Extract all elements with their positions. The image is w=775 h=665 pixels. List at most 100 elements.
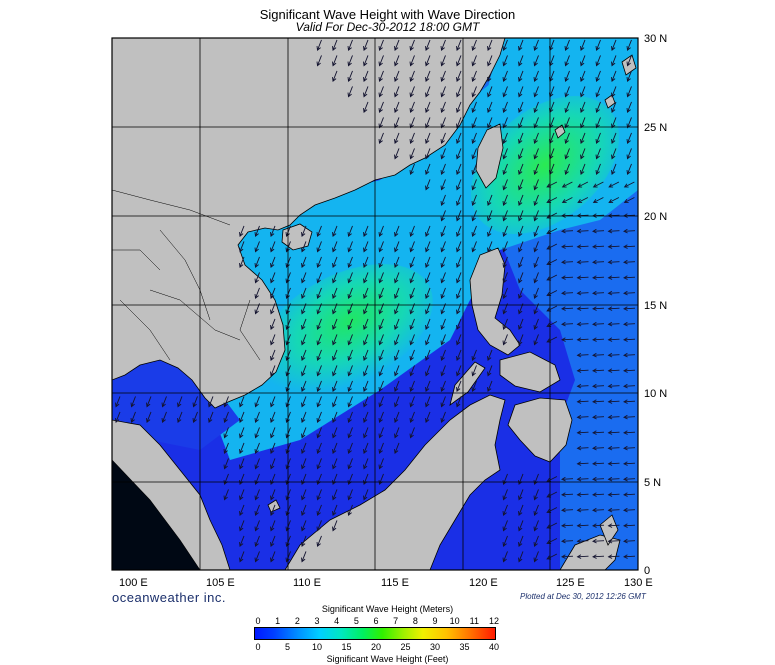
wave-arrow bbox=[270, 458, 276, 470]
wave-arrow bbox=[254, 535, 260, 547]
wave-arrow bbox=[347, 458, 353, 470]
wave-arrow bbox=[316, 427, 322, 439]
wave-arrow bbox=[363, 39, 369, 51]
lon-label-125: 125 E bbox=[556, 577, 585, 589]
wave-arrow bbox=[456, 179, 462, 191]
wave-arrow bbox=[518, 210, 524, 222]
wave-arrow bbox=[223, 442, 229, 454]
wave-arrow bbox=[332, 318, 338, 330]
wave-arrow bbox=[285, 489, 291, 501]
wave-arrow bbox=[363, 458, 369, 470]
legend-tick: 4 bbox=[334, 616, 340, 626]
wave-arrow bbox=[626, 70, 632, 82]
wave-arrow bbox=[347, 272, 353, 284]
wave-arrow bbox=[607, 321, 620, 327]
wave-arrow bbox=[502, 318, 508, 330]
wave-arrow bbox=[239, 442, 245, 454]
wave-arrow bbox=[254, 272, 260, 284]
wave-arrow bbox=[394, 86, 400, 98]
wave-arrow bbox=[592, 197, 604, 204]
wave-arrow bbox=[378, 55, 384, 67]
wave-arrow bbox=[378, 101, 384, 113]
wave-arrow bbox=[502, 55, 508, 67]
wave-arrow bbox=[607, 337, 620, 342]
wave-arrow bbox=[363, 349, 369, 361]
wave-arrow bbox=[576, 414, 589, 420]
wave-arrow bbox=[440, 55, 446, 67]
wave-arrow bbox=[347, 365, 353, 377]
wave-arrow bbox=[607, 306, 620, 311]
wave-arrow bbox=[518, 318, 524, 330]
wave-arrow bbox=[533, 489, 539, 501]
wave-arrow bbox=[487, 194, 493, 206]
wave-arrow bbox=[533, 551, 539, 563]
wave-arrow bbox=[378, 411, 384, 423]
wave-arrow bbox=[576, 228, 589, 234]
wave-arrow bbox=[363, 272, 369, 284]
wave-arrow bbox=[363, 256, 369, 268]
wave-arrow bbox=[378, 396, 384, 408]
legend-tick: 5 bbox=[284, 642, 291, 652]
wave-arrow bbox=[332, 39, 338, 51]
land-masses bbox=[112, 38, 637, 570]
wave-arrow bbox=[440, 194, 446, 206]
wave-arrow bbox=[611, 55, 617, 67]
chart-title: Significant Wave Height with Wave Direct… bbox=[259, 7, 516, 22]
wave-arrow bbox=[576, 290, 589, 296]
wave-arrow bbox=[592, 383, 605, 389]
wave-arrow bbox=[576, 430, 589, 435]
wave-arrow bbox=[533, 210, 539, 222]
legend-tick: 8 bbox=[412, 616, 418, 626]
wave-arrow bbox=[301, 442, 307, 454]
wave-arrow bbox=[316, 520, 322, 532]
wave-arrow bbox=[456, 117, 462, 129]
wave-arrow bbox=[561, 290, 574, 296]
wave-arrow bbox=[254, 256, 260, 268]
wave-arrow bbox=[607, 523, 620, 528]
lon-label-105: 105 E bbox=[206, 577, 235, 589]
wave-arrow bbox=[409, 70, 415, 82]
wave-arrow bbox=[425, 396, 431, 408]
wave-arrow bbox=[285, 396, 291, 408]
wave-arrow bbox=[487, 225, 493, 237]
wave-arrow bbox=[577, 181, 589, 188]
wave-arrow bbox=[394, 132, 400, 144]
legend-tick: 9 bbox=[432, 616, 438, 626]
lat-label-25: 25 N bbox=[644, 122, 667, 134]
wave-arrow bbox=[254, 241, 260, 253]
wave-arrow bbox=[301, 241, 307, 253]
lon-label-120: 120 E bbox=[469, 577, 498, 589]
wave-arrow bbox=[576, 461, 589, 466]
wave-arrow bbox=[440, 179, 446, 191]
wave-arrow bbox=[561, 476, 574, 482]
wave-arrow bbox=[592, 306, 605, 311]
wave-arrow bbox=[595, 132, 601, 144]
wave-arrow bbox=[192, 396, 198, 408]
wave-arrow bbox=[394, 349, 400, 361]
map-area bbox=[112, 38, 638, 570]
wave-arrow bbox=[592, 321, 605, 327]
wave-arrow bbox=[592, 430, 605, 435]
wave-arrow bbox=[316, 535, 322, 547]
wave-arrow bbox=[440, 132, 446, 144]
wave-arrow bbox=[316, 458, 322, 470]
wave-arrow bbox=[623, 430, 636, 435]
wave-arrow bbox=[239, 520, 245, 532]
wave-arrow bbox=[471, 148, 477, 160]
wave-arrow bbox=[471, 179, 477, 191]
wave-arrow bbox=[533, 132, 539, 144]
wave-arrow bbox=[332, 489, 338, 501]
wave-arrow bbox=[576, 476, 589, 482]
wave-arrow bbox=[440, 225, 446, 237]
wave-arrow bbox=[502, 241, 508, 253]
wave-arrow bbox=[409, 39, 415, 51]
wave-arrow bbox=[595, 163, 601, 175]
wave-arrow bbox=[378, 86, 384, 98]
wave-arrow bbox=[223, 396, 229, 408]
wave-arrow bbox=[456, 225, 462, 237]
wave-arrow bbox=[285, 256, 291, 268]
wave-arrow bbox=[471, 163, 477, 175]
wave-arrow bbox=[254, 458, 260, 470]
wave-arrow bbox=[425, 334, 431, 346]
plotted-timestamp: Plotted at Dec 30, 2012 12:26 GMT bbox=[520, 592, 646, 601]
